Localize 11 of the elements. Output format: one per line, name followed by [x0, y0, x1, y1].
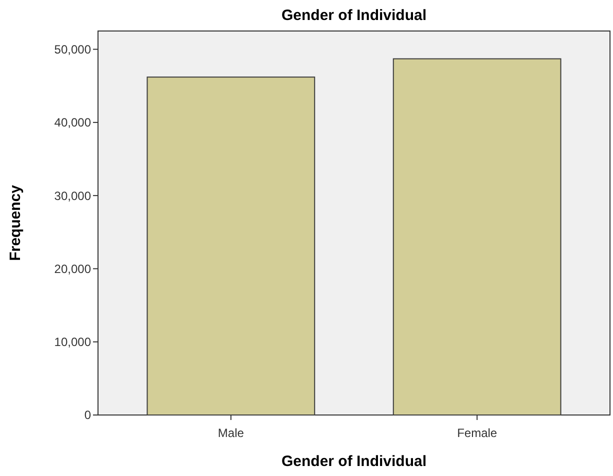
- y-tick-label: 10,000: [54, 335, 92, 350]
- x-tick-label: Female: [457, 426, 498, 440]
- y-tick-label: 50,000: [54, 42, 92, 56]
- y-tick-label: 40,000: [54, 116, 92, 130]
- y-tick-label: 0: [84, 408, 92, 422]
- chart-title: Gender of Individual: [281, 7, 427, 24]
- y-axis-title: Frequency: [7, 184, 24, 261]
- x-axis-title: Gender of Individual: [281, 453, 427, 470]
- y-tick-label: 20,000: [54, 262, 92, 276]
- y-tick-label: 30,000: [54, 188, 92, 203]
- x-tick-label: Male: [218, 426, 244, 440]
